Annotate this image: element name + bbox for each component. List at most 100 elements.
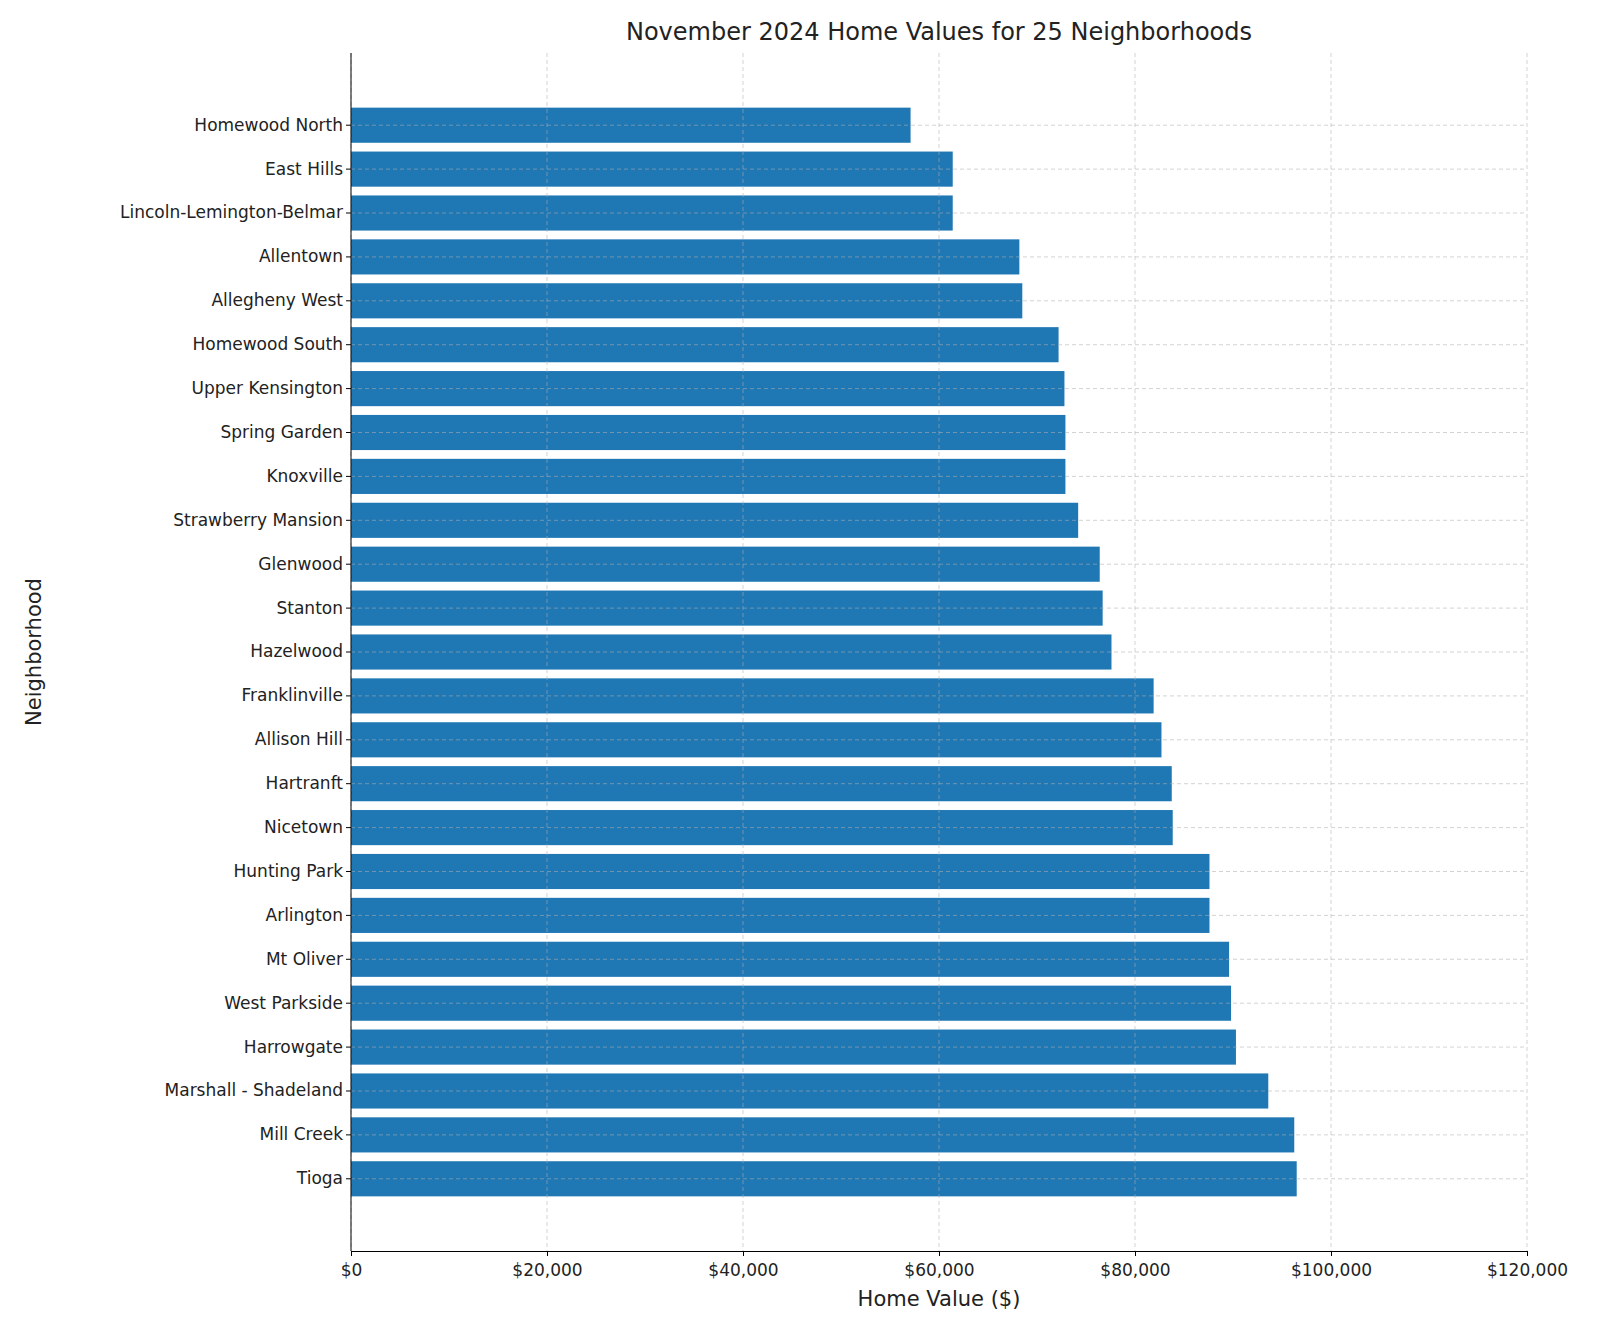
y-tick-mark bbox=[346, 695, 351, 696]
x-tick: $100,000 bbox=[1291, 1251, 1372, 1280]
bar bbox=[351, 942, 1229, 977]
bar bbox=[351, 108, 911, 143]
grid-line bbox=[351, 476, 1527, 477]
grid-line bbox=[351, 520, 1527, 521]
grid-line bbox=[351, 959, 1527, 960]
x-tick-label: $100,000 bbox=[1291, 1260, 1372, 1280]
grid-line bbox=[351, 1178, 1527, 1179]
grid-line bbox=[351, 739, 1527, 740]
y-tick-label: Mt Oliver bbox=[266, 949, 343, 969]
y-axis-title: Neighborhood bbox=[22, 578, 46, 726]
y-tick: Tioga bbox=[296, 1168, 351, 1188]
y-tick: Hazelwood bbox=[250, 641, 351, 661]
y-tick-label: Allegheny West bbox=[211, 290, 343, 310]
grid-line bbox=[351, 1090, 1527, 1091]
grid-line bbox=[351, 388, 1527, 389]
grid-line bbox=[351, 300, 1527, 301]
grid-line bbox=[351, 915, 1527, 916]
y-tick-label: West Parkside bbox=[224, 993, 343, 1013]
x-tick-mark bbox=[1331, 1251, 1332, 1256]
y-tick-mark bbox=[346, 564, 351, 565]
y-tick: Homewood South bbox=[192, 334, 351, 354]
grid-line bbox=[351, 871, 1527, 872]
grid-line bbox=[351, 564, 1527, 565]
y-tick-label: Glenwood bbox=[258, 554, 343, 574]
y-tick-label: Nicetown bbox=[264, 817, 343, 837]
y-tick-mark bbox=[346, 915, 351, 916]
y-tick-label: Franklinville bbox=[242, 685, 343, 705]
y-tick: East Hills bbox=[265, 159, 351, 179]
y-tick-mark bbox=[346, 827, 351, 828]
y-tick-mark bbox=[346, 652, 351, 653]
y-tick: Mill Creek bbox=[260, 1124, 352, 1144]
x-tick-mark bbox=[939, 1251, 940, 1256]
x-tick-label: $40,000 bbox=[708, 1260, 778, 1280]
y-tick-mark bbox=[346, 1090, 351, 1091]
y-tick-label: Hartranft bbox=[266, 773, 344, 793]
x-tick-mark bbox=[743, 1251, 744, 1256]
y-tick-label: Allentown bbox=[259, 246, 343, 266]
y-axis: Homewood North East Hills Lincoln-Lemingto… bbox=[120, 53, 351, 1251]
grid-line bbox=[351, 256, 1527, 257]
y-tick: Homewood North bbox=[194, 115, 351, 135]
y-tick-mark bbox=[346, 388, 351, 389]
y-tick-label: Spring Garden bbox=[220, 422, 343, 442]
y-tick: Hartranft bbox=[266, 773, 351, 793]
y-tick-mark bbox=[346, 300, 351, 301]
y-tick-label: Marshall - Shadeland bbox=[165, 1080, 343, 1100]
grid-line bbox=[351, 169, 1527, 170]
x-tick-label: $20,000 bbox=[512, 1260, 582, 1280]
grid-line bbox=[351, 125, 1527, 126]
y-tick: Harrowgate bbox=[244, 1037, 351, 1057]
y-tick-mark bbox=[346, 125, 351, 126]
y-tick-mark bbox=[346, 432, 351, 433]
y-tick-label: Harrowgate bbox=[244, 1037, 343, 1057]
y-tick-mark bbox=[346, 256, 351, 257]
y-tick-mark bbox=[346, 1047, 351, 1048]
x-tick: $80,000 bbox=[1100, 1251, 1170, 1280]
grid-line bbox=[351, 783, 1527, 784]
grid-line bbox=[351, 1134, 1527, 1135]
title: November 2024 Home Values for 25 Neighbo… bbox=[626, 18, 1252, 46]
y-tick-label: Homewood North bbox=[194, 115, 343, 135]
y-tick-label: Lincoln-Lemington-Belmar bbox=[120, 202, 343, 222]
grid-line bbox=[351, 652, 1527, 653]
y-tick: Spring Garden bbox=[220, 422, 351, 442]
x-tick: $120,000 bbox=[1487, 1251, 1568, 1280]
y-tick: Stanton bbox=[277, 598, 352, 618]
y-tick-label: Allison Hill bbox=[255, 729, 343, 749]
bar bbox=[351, 986, 1231, 1021]
y-tick: Franklinville bbox=[242, 685, 351, 705]
y-tick-label: Mill Creek bbox=[260, 1124, 344, 1144]
y-tick-mark bbox=[346, 213, 351, 214]
x-tick-label: $80,000 bbox=[1100, 1260, 1170, 1280]
grid bbox=[351, 53, 1527, 1251]
grid-line bbox=[351, 827, 1527, 828]
y-tick-mark bbox=[346, 608, 351, 609]
y-tick-label: Strawberry Mansion bbox=[173, 510, 343, 530]
grid-line bbox=[351, 695, 1527, 696]
y-tick: Allentown bbox=[259, 246, 351, 266]
grid-line bbox=[351, 432, 1527, 433]
bar bbox=[351, 810, 1173, 845]
x-tick: $40,000 bbox=[708, 1251, 778, 1280]
y-tick-mark bbox=[346, 1003, 351, 1004]
y-tick-mark bbox=[346, 520, 351, 521]
y-tick-label: Arlington bbox=[266, 905, 343, 925]
y-tick-label: Upper Kensington bbox=[192, 378, 343, 398]
y-tick-label: Hazelwood bbox=[250, 641, 343, 661]
x-tick-label: $60,000 bbox=[904, 1260, 974, 1280]
x-tick: $20,000 bbox=[512, 1251, 582, 1280]
y-tick-mark bbox=[346, 344, 351, 345]
y-tick-mark bbox=[346, 871, 351, 872]
x-tick-mark bbox=[547, 1251, 548, 1256]
y-tick: Upper Kensington bbox=[192, 378, 351, 398]
y-tick: Marshall - Shadeland bbox=[165, 1080, 351, 1100]
y-tick-mark bbox=[346, 169, 351, 170]
y-tick: Strawberry Mansion bbox=[173, 510, 351, 530]
y-tick-label: Hunting Park bbox=[234, 861, 344, 881]
x-tick: $0 bbox=[341, 1251, 363, 1280]
x-tick-label: $120,000 bbox=[1487, 1260, 1568, 1280]
y-tick-mark bbox=[346, 783, 351, 784]
y-tick: Mt Oliver bbox=[266, 949, 351, 969]
